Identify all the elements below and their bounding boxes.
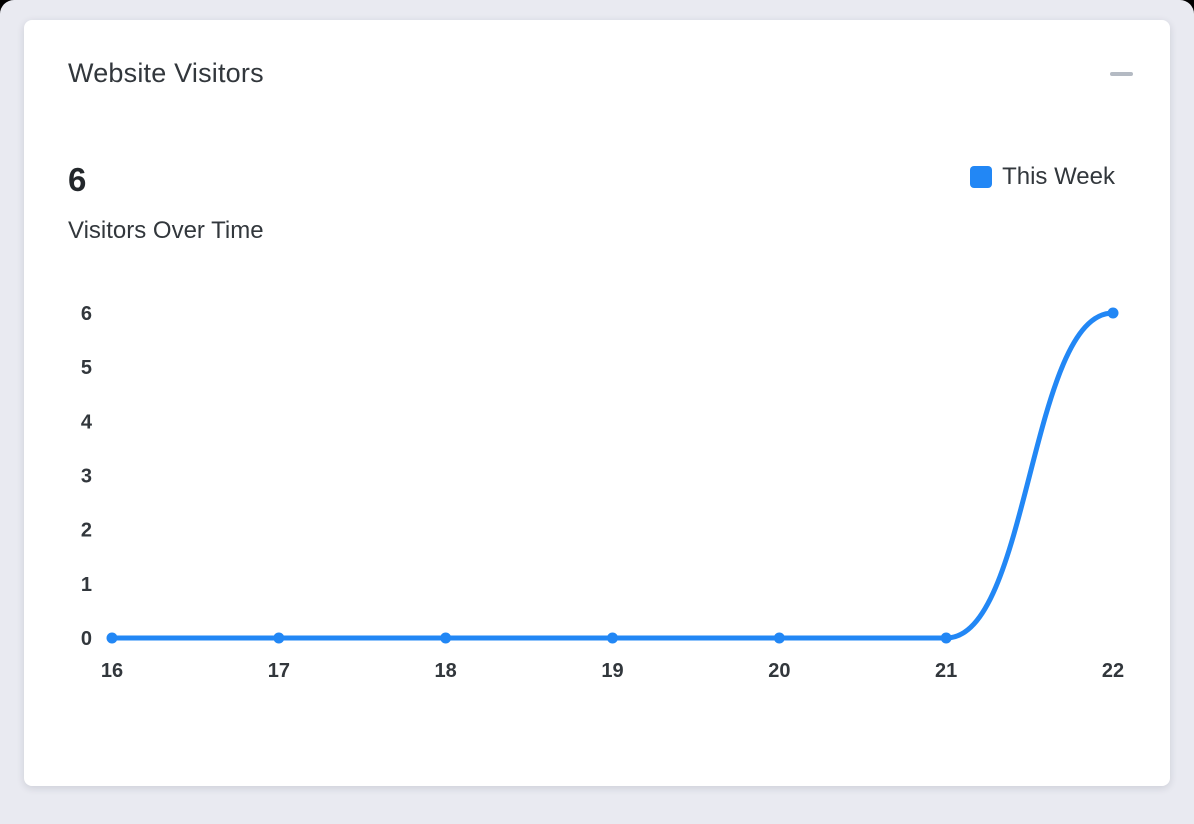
chart-line <box>109 310 1116 641</box>
x-axis-label: 16 <box>101 660 123 682</box>
chart-point <box>1107 307 1119 319</box>
legend-this-week[interactable]: This Week <box>970 163 1115 191</box>
x-axis-label: 18 <box>435 660 457 682</box>
y-axis-label: 1 <box>81 574 92 596</box>
y-axis-label: 4 <box>81 411 93 433</box>
minus-icon <box>1109 71 1133 76</box>
stat-row: 6 Visitors Over Time This Week <box>24 161 1170 245</box>
x-axis-label: 22 <box>1102 660 1124 682</box>
x-axis-label: 20 <box>768 660 790 682</box>
y-axis-label: 6 <box>81 303 92 325</box>
website-visitors-card: Website Visitors 6 Visitors Over Time Th… <box>24 20 1170 786</box>
legend-swatch <box>970 166 993 188</box>
chart-point <box>773 632 785 644</box>
card-title: Website Visitors <box>68 58 264 88</box>
chart-point <box>106 632 118 644</box>
stat-value: 6 <box>68 161 87 198</box>
chart-point <box>273 632 285 644</box>
y-axis-label: 5 <box>81 357 92 379</box>
y-axis-label: 0 <box>81 628 92 650</box>
chart-point <box>440 632 452 644</box>
chart-point <box>940 632 952 644</box>
collapse-button[interactable] <box>1106 59 1136 89</box>
card-header: Website Visitors <box>24 20 1170 89</box>
visitors-stat: 6 Visitors Over Time <box>68 161 264 245</box>
legend-label: This Week <box>1002 163 1115 190</box>
y-axis-label: 2 <box>81 520 92 542</box>
x-axis-label: 17 <box>268 660 290 682</box>
x-axis-label: 19 <box>601 660 623 682</box>
chart-point <box>607 632 618 644</box>
visitors-line-chart: 0 1 2 3 4 5 6 16 17 18 19 20 21 22 <box>81 303 1124 682</box>
stat-label: Visitors Over Time <box>68 216 264 244</box>
x-axis-label: 21 <box>935 660 957 682</box>
y-axis-label: 3 <box>81 466 92 488</box>
